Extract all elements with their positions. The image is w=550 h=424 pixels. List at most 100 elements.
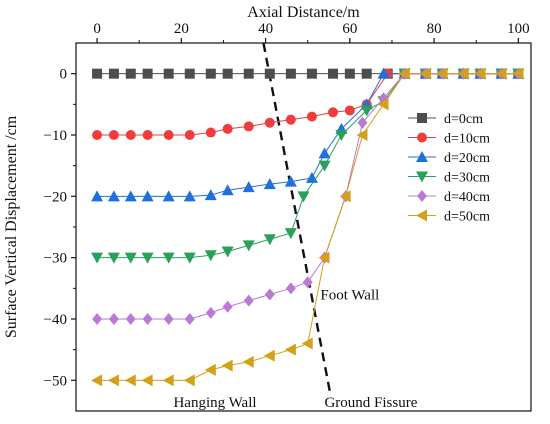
x-tick-label: 40	[258, 21, 273, 37]
legend-entry: d=50cm	[408, 209, 490, 225]
data-point	[243, 121, 254, 132]
y-tick-label: 0	[60, 67, 68, 83]
annotation-text: Foot Wall	[320, 287, 379, 303]
x-tick-label: 0	[93, 21, 101, 37]
data-point	[184, 68, 195, 79]
data-point	[141, 190, 154, 202]
annotation-text: Ground Fissure	[324, 395, 417, 411]
data-point	[306, 111, 317, 122]
data-point	[124, 190, 137, 202]
legend: d=0cm d=10cm d=20cm d=30cm d=40cm d=50cm	[408, 112, 490, 225]
data-point	[263, 349, 275, 362]
data-point	[141, 374, 153, 387]
series-1	[92, 68, 524, 140]
data-point	[318, 147, 331, 159]
data-point	[242, 181, 255, 193]
legend-entry: d=40cm	[408, 190, 490, 205]
x-tick-label: 60	[342, 21, 357, 37]
annotation-text: Hanging Wall	[173, 395, 256, 411]
legend-label: d=50cm	[444, 210, 490, 225]
data-point	[142, 130, 153, 140]
data-point	[344, 68, 355, 79]
data-point	[285, 114, 296, 125]
data-point	[377, 67, 390, 79]
data-point	[222, 123, 233, 134]
data-point	[495, 67, 507, 80]
legend-label: d=40cm	[444, 190, 490, 205]
data-point	[141, 252, 154, 264]
x-axis-title: Axial Distance/m	[247, 4, 360, 21]
legend-marker	[417, 113, 427, 123]
legend-entry: d=10cm	[408, 132, 490, 147]
data-point	[92, 68, 103, 79]
legend-label: d=0cm	[444, 112, 483, 127]
data-point	[184, 313, 195, 325]
data-point	[264, 117, 275, 128]
data-point	[327, 68, 338, 79]
data-point	[284, 228, 297, 240]
data-point	[107, 374, 119, 387]
data-point	[222, 300, 233, 313]
data-point	[205, 68, 216, 79]
data-point	[162, 374, 174, 387]
data-point	[221, 184, 234, 196]
x-tick-label: 80	[427, 21, 442, 37]
data-point	[107, 190, 120, 202]
plot-frame	[75, 42, 532, 412]
data-point	[285, 282, 296, 295]
legend-entry: d=20cm	[408, 151, 490, 166]
data-point	[263, 234, 276, 246]
data-point	[377, 98, 389, 111]
data-point	[302, 276, 313, 289]
data-point	[301, 337, 313, 350]
data-point	[91, 252, 104, 264]
data-point	[108, 130, 119, 140]
data-point	[242, 240, 255, 252]
data-point	[205, 127, 216, 138]
data-point	[356, 129, 368, 141]
data-point	[125, 130, 136, 140]
data-point	[163, 130, 174, 140]
series-layer	[91, 67, 525, 387]
data-point	[204, 363, 216, 376]
data-point	[344, 105, 355, 116]
data-point	[163, 313, 174, 325]
data-point	[242, 355, 254, 368]
data-point	[243, 294, 254, 307]
y-tick-label: −30	[44, 251, 67, 267]
data-point	[318, 251, 330, 264]
data-point	[222, 68, 233, 79]
data-point	[204, 250, 217, 262]
legend-marker	[417, 132, 427, 143]
data-point	[107, 252, 120, 264]
data-point	[92, 130, 103, 140]
data-point	[512, 67, 524, 80]
data-point	[284, 175, 297, 187]
y-tick-label: −20	[44, 189, 67, 205]
data-point	[318, 160, 331, 172]
data-point	[264, 288, 275, 301]
data-point	[142, 68, 153, 79]
data-point	[284, 343, 296, 356]
data-point	[297, 191, 310, 203]
data-point	[125, 313, 136, 325]
data-point	[360, 105, 373, 117]
series-3	[91, 68, 525, 264]
legend-marker	[417, 190, 427, 202]
legend-label: d=10cm	[444, 132, 490, 147]
data-point	[205, 306, 216, 319]
data-point	[92, 313, 103, 325]
y-tick-label: −50	[44, 373, 67, 389]
data-point	[436, 67, 448, 80]
ground-fissure-line-layer	[262, 42, 332, 393]
data-point	[142, 313, 153, 325]
data-point	[221, 246, 234, 258]
data-point	[327, 107, 338, 118]
data-point	[361, 68, 372, 79]
x-tick-label: 20	[174, 21, 189, 37]
data-point	[398, 67, 410, 80]
legend-entry: d=30cm	[408, 171, 490, 186]
data-point	[163, 68, 174, 79]
legend-marker	[416, 171, 428, 183]
data-point	[183, 252, 196, 264]
